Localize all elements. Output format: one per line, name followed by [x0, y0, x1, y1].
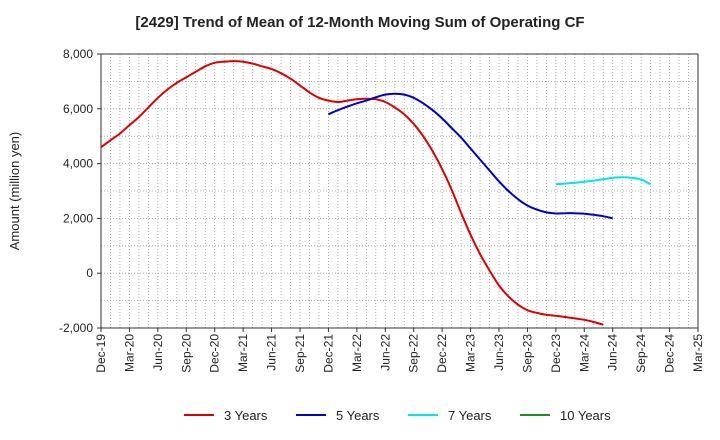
x-tick-label: Mar-25	[691, 334, 705, 372]
y-tick-label: -2,000	[59, 321, 93, 335]
x-tick-label: Dec-20	[208, 334, 222, 373]
x-tick-label: Sep-24	[634, 334, 648, 373]
x-tick-label: Jun-21	[265, 334, 279, 371]
plot-area	[100, 53, 699, 329]
y-axis-ticks: -2,000 0 2,000 4,000 6,000 8,000	[59, 47, 101, 335]
x-tick-label: Jun-24	[606, 334, 620, 371]
series-lines	[100, 60, 652, 326]
legend-label-5-years: 5 Years	[336, 408, 380, 423]
x-tick-label: Mar-24	[577, 334, 591, 372]
x-tick-label: Dec-21	[321, 334, 335, 373]
x-tick-label: Dec-23	[549, 334, 563, 373]
series-line-7-years	[555, 176, 652, 186]
legend-label-7-years: 7 Years	[448, 408, 492, 423]
legend: 3 Years 5 Years 7 Years 10 Years	[184, 408, 611, 423]
x-tick-label: Dec-19	[94, 334, 108, 373]
x-axis-ticks: Dec-19 Mar-20 Jun-20 Sep-20 Dec-20 Mar-21 Jun-…	[94, 328, 705, 373]
y-tick-label: 4,000	[63, 157, 93, 171]
x-tick-label: Sep-20	[179, 334, 193, 373]
chart-title: [2429] Trend of Mean of 12-Month Moving …	[135, 14, 584, 31]
legend-label-10-years: 10 Years	[560, 408, 611, 423]
y-tick-label: 8,000	[63, 47, 93, 61]
x-tick-label: Mar-21	[236, 334, 250, 372]
x-tick-label: Sep-23	[520, 334, 534, 373]
y-axis-label: Amount (million yen)	[7, 132, 22, 251]
x-tick-label: Mar-23	[464, 334, 478, 372]
x-tick-label: Dec-24	[663, 334, 677, 373]
x-tick-label: Sep-21	[293, 334, 307, 373]
y-tick-label: 0	[86, 266, 93, 280]
x-tick-label: Mar-20	[122, 334, 136, 372]
series-line-5-years	[327, 92, 613, 220]
x-tick-label: Jun-22	[378, 334, 392, 371]
x-tick-label: Jun-23	[492, 334, 506, 371]
x-tick-label: Dec-22	[435, 334, 449, 373]
x-tick-label: Sep-22	[407, 334, 421, 373]
x-tick-label: Jun-20	[151, 334, 165, 371]
grid	[101, 54, 698, 328]
y-tick-label: 6,000	[63, 102, 93, 116]
y-tick-label: 2,000	[63, 211, 93, 225]
legend-label-3-years: 3 Years	[224, 408, 268, 423]
series-line-3-years	[100, 60, 604, 326]
x-tick-label: Mar-22	[350, 334, 364, 372]
